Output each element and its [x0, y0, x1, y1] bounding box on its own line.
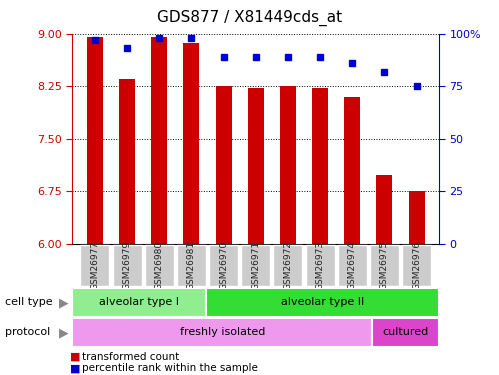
- Bar: [402, 244, 431, 286]
- Bar: [280, 86, 296, 244]
- Bar: [370, 244, 399, 286]
- Text: protocol: protocol: [5, 327, 50, 338]
- Bar: [209, 244, 238, 286]
- Bar: [72, 318, 372, 347]
- Text: GSM26971: GSM26971: [251, 241, 260, 290]
- Text: GSM26981: GSM26981: [187, 241, 196, 290]
- Bar: [151, 37, 167, 244]
- Text: GDS877 / X81449cds_at: GDS877 / X81449cds_at: [157, 9, 342, 26]
- Text: GSM26979: GSM26979: [123, 241, 132, 290]
- Bar: [206, 288, 439, 317]
- Text: cell type: cell type: [5, 297, 52, 307]
- Bar: [273, 244, 302, 286]
- Text: GSM26970: GSM26970: [219, 241, 228, 290]
- Bar: [305, 244, 334, 286]
- Bar: [312, 88, 328, 244]
- Text: GSM26975: GSM26975: [380, 241, 389, 290]
- Bar: [72, 288, 206, 317]
- Bar: [241, 244, 270, 286]
- Bar: [338, 244, 367, 286]
- Text: cultured: cultured: [383, 327, 429, 338]
- Text: ▶: ▶: [59, 326, 69, 339]
- Bar: [409, 191, 425, 244]
- Text: ■: ■: [70, 352, 80, 362]
- Bar: [376, 175, 393, 244]
- Text: ▶: ▶: [59, 296, 69, 309]
- Bar: [80, 244, 109, 286]
- Bar: [87, 37, 103, 244]
- Bar: [145, 244, 174, 286]
- Bar: [113, 244, 142, 286]
- Text: alveolar type I: alveolar type I: [99, 297, 179, 307]
- Bar: [344, 97, 360, 244]
- Bar: [372, 318, 439, 347]
- Text: alveolar type II: alveolar type II: [281, 297, 364, 307]
- Bar: [119, 79, 135, 244]
- Bar: [248, 88, 264, 244]
- Text: GSM26972: GSM26972: [283, 241, 292, 290]
- Bar: [216, 86, 232, 244]
- Bar: [177, 244, 206, 286]
- Text: GSM26980: GSM26980: [155, 241, 164, 290]
- Text: percentile rank within the sample: percentile rank within the sample: [82, 363, 258, 373]
- Text: GSM26977: GSM26977: [90, 241, 99, 290]
- Text: GSM26976: GSM26976: [412, 241, 421, 290]
- Text: freshly isolated: freshly isolated: [180, 327, 265, 338]
- Text: GSM26974: GSM26974: [348, 241, 357, 290]
- Text: GSM26973: GSM26973: [315, 241, 324, 290]
- Text: ■: ■: [70, 363, 80, 373]
- Text: transformed count: transformed count: [82, 352, 180, 362]
- Bar: [183, 43, 200, 244]
